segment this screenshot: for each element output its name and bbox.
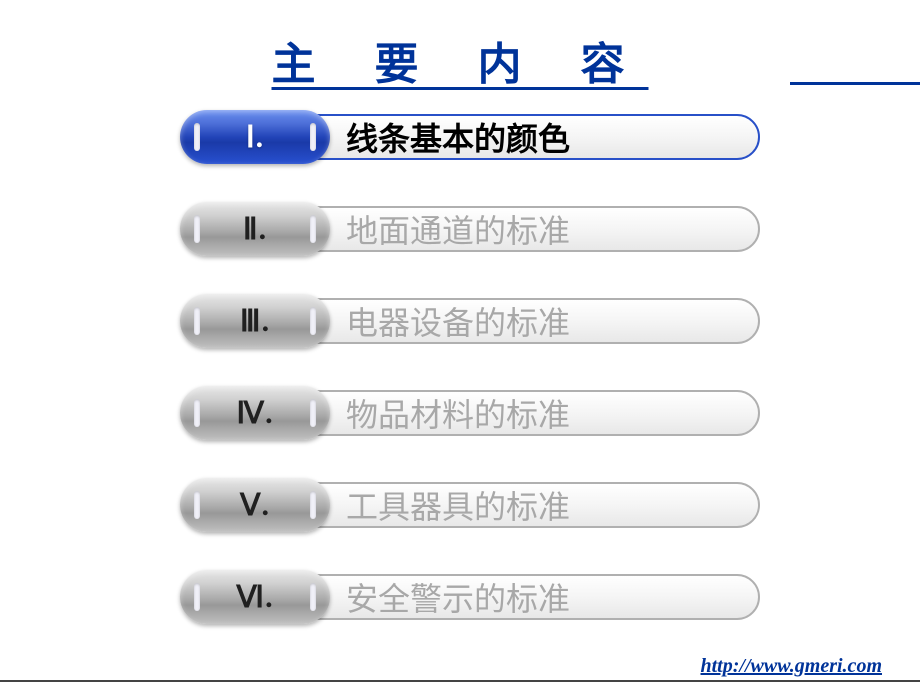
toc-item-5[interactable]: 工具器具的标准 Ⅴ. bbox=[180, 478, 770, 536]
toc-item-pill: Ⅲ. bbox=[180, 294, 330, 348]
page-title: 主 要 内 容 bbox=[252, 28, 669, 92]
toc-item-body: 电器设备的标准 bbox=[280, 298, 760, 344]
toc-item-4[interactable]: 物品材料的标准 Ⅳ. bbox=[180, 386, 770, 444]
toc-item-3[interactable]: 电器设备的标准 Ⅲ. bbox=[180, 294, 770, 352]
toc-item-pill: Ⅰ. bbox=[180, 110, 330, 164]
toc-item-label: 电器设备的标准 bbox=[346, 298, 570, 344]
toc-item-body: 安全警示的标准 bbox=[280, 574, 760, 620]
pill-bar-left-icon bbox=[194, 399, 200, 427]
toc-item-number: Ⅰ. bbox=[246, 120, 264, 155]
toc-item-number: Ⅱ. bbox=[243, 212, 267, 247]
pill-bar-right-icon bbox=[310, 491, 316, 519]
pill-bar-left-icon bbox=[194, 123, 200, 151]
toc-item-pill: Ⅳ. bbox=[180, 386, 330, 440]
title-container: 主 要 内 容 bbox=[0, 28, 920, 92]
footer-url: http://www.gmeri.com bbox=[701, 655, 883, 678]
pill-bar-right-icon bbox=[310, 399, 316, 427]
toc-item-label: 安全警示的标准 bbox=[346, 574, 570, 620]
toc-item-body: 工具器具的标准 bbox=[280, 482, 760, 528]
toc-item-2[interactable]: 地面通道的标准 Ⅱ. bbox=[180, 202, 770, 260]
toc-item-1[interactable]: 线条基本的颜色 Ⅰ. bbox=[180, 110, 770, 168]
toc-item-number: Ⅴ. bbox=[240, 488, 270, 523]
toc-item-pill: Ⅴ. bbox=[180, 478, 330, 532]
toc-item-number: Ⅲ. bbox=[240, 304, 270, 339]
toc-item-6[interactable]: 安全警示的标准 Ⅵ. bbox=[180, 570, 770, 628]
toc-list: 线条基本的颜色 Ⅰ. 地面通道的标准 Ⅱ. 电器设备的标准 Ⅲ. 物品材料的标准 Ⅳ. 工具器具… bbox=[180, 110, 770, 662]
toc-item-number: Ⅵ. bbox=[236, 580, 273, 615]
pill-bar-left-icon bbox=[194, 583, 200, 611]
pill-bar-left-icon bbox=[194, 491, 200, 519]
toc-item-body: 物品材料的标准 bbox=[280, 390, 760, 436]
pill-bar-right-icon bbox=[310, 307, 316, 335]
toc-item-label: 地面通道的标准 bbox=[346, 206, 570, 252]
toc-item-number: Ⅳ. bbox=[236, 396, 273, 431]
toc-item-pill: Ⅵ. bbox=[180, 570, 330, 624]
toc-item-label: 工具器具的标准 bbox=[346, 482, 570, 528]
toc-item-body: 地面通道的标准 bbox=[280, 206, 760, 252]
pill-bar-right-icon bbox=[310, 215, 316, 243]
toc-item-label: 物品材料的标准 bbox=[346, 390, 570, 436]
pill-bar-left-icon bbox=[194, 215, 200, 243]
pill-bar-left-icon bbox=[194, 307, 200, 335]
pill-bar-right-icon bbox=[310, 123, 316, 151]
footer-divider bbox=[0, 680, 920, 682]
pill-bar-right-icon bbox=[310, 583, 316, 611]
title-underline-extension bbox=[790, 82, 920, 85]
toc-item-pill: Ⅱ. bbox=[180, 202, 330, 256]
toc-item-body: 线条基本的颜色 bbox=[280, 114, 760, 160]
toc-item-label: 线条基本的颜色 bbox=[346, 114, 570, 160]
